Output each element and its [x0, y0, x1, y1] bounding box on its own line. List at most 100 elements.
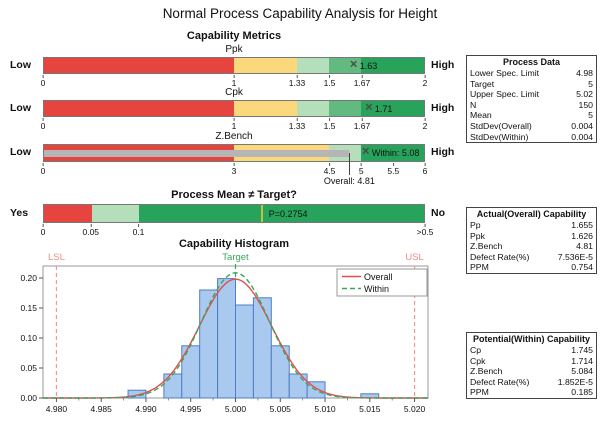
gauge-tick: 1.5 [323, 75, 336, 88]
table-within-capability: Potential(Within) Capability Cp 1.745 Cpk 1.… [466, 332, 597, 399]
gauge-zone-light_green [296, 101, 329, 116]
row-label: Z.Bench [470, 366, 503, 377]
row-label: Cpk [470, 355, 486, 366]
table-row: Target 5 [467, 79, 596, 90]
gauge-tick: 1.67 [353, 75, 371, 88]
gauge-tick: 1.33 [288, 75, 306, 88]
tick-mark [328, 163, 330, 166]
x-marker-label: 1.63 [359, 60, 378, 71]
tick-label: 0.05 [82, 227, 100, 237]
gauge-tick: 0.1 [132, 224, 145, 237]
usl-label: USL [405, 252, 423, 263]
histogram-bar [127, 389, 147, 399]
tick-label: 1.33 [288, 78, 306, 88]
p-value-marker-line [260, 205, 263, 222]
x-marker-label: Within: 5.08 [371, 148, 420, 158]
gauge-tick: 0 [41, 118, 45, 131]
row-value: 150 [578, 99, 594, 110]
gauge-tick-row: 0 3 4.5 5 5.5 6 [40, 163, 428, 177]
gauge-tick: 0 [40, 163, 46, 176]
gauge-high-label: No [431, 206, 445, 219]
tick-label: 6 [422, 166, 428, 176]
table-title: Potential(Within) Capability [473, 334, 590, 344]
tick-mark [296, 75, 298, 78]
table-row: Z.Bench 5.084 [467, 366, 596, 377]
gauge-bar: ✕ 1.63 [43, 57, 425, 74]
x-marker-icon: ✕ [349, 59, 358, 71]
gauge-zone-light_green [296, 58, 329, 73]
tick-label: 1.67 [353, 78, 371, 88]
overall-indicator-bar [44, 149, 349, 157]
tick-label: 1.5 [323, 78, 336, 88]
gauge-low-label: Yes [10, 206, 29, 219]
table-row: StdDev(Overall) 0.004 [467, 121, 596, 132]
x-tick-label: 5.010 [314, 404, 336, 414]
table-row: Mean 5 [467, 110, 596, 121]
table-row: Z.Bench 4.81 [467, 241, 596, 252]
gauge-tick: 4.5 [323, 163, 336, 176]
tick-label: 1.5 [323, 121, 336, 131]
tick-label: 0.1 [132, 227, 145, 237]
gauge-zone-dark_green [361, 101, 424, 116]
row-value: 1.626 [571, 230, 593, 241]
gauge-low-label: Low [10, 101, 31, 114]
row-label: StdDev(Within) [470, 131, 529, 142]
gauge-zone-med_green [329, 58, 362, 73]
gauge-zone-dark_green [361, 58, 424, 73]
row-label: Mean [470, 110, 492, 121]
target-label: Target [222, 252, 249, 263]
row-label: Pp [470, 220, 481, 230]
tick-mark [42, 224, 44, 227]
tick-mark [424, 163, 426, 166]
gauge-high-label: High [431, 58, 455, 71]
histogram-bar [217, 278, 236, 399]
gauge-name-label: Ppk [225, 44, 243, 55]
table-title: Actual(Overall) Capability [476, 209, 587, 219]
x-tick-label: 4.985 [91, 404, 113, 414]
gauge-tick: 2 [422, 75, 428, 88]
capability-histogram: LSL Target USL 0.00 0.05 0.10 0.15 0.20 4.980 4.9… [20, 252, 429, 414]
gauge-zone-red [44, 205, 92, 222]
gauge-zone-yellow [234, 101, 297, 116]
row-label: StdDev(Overall) [470, 120, 532, 131]
gauge-low-label: Low [10, 146, 31, 158]
row-value: 5.084 [571, 366, 593, 377]
gauge-tick: 6 [422, 163, 428, 176]
tick-mark [42, 75, 44, 78]
gauge-name-label: Z.Bench [215, 131, 253, 142]
table-row: Defect Rate(%) 7.536E-5 [467, 252, 596, 263]
row-value: 0.004 [571, 131, 593, 142]
tick-label: 4.5 [323, 166, 336, 176]
gauge-tick: 5 [359, 163, 364, 176]
tick-label: 3 [231, 166, 237, 176]
table-row: Cpk 1.714 [467, 356, 596, 367]
tick-label: 1 [231, 78, 237, 88]
tick-mark [233, 118, 235, 121]
histogram-bar [199, 289, 219, 399]
histogram-bar [288, 373, 308, 399]
row-value: 7.536E-5 [557, 251, 593, 262]
row-value: 1.655 [571, 220, 593, 230]
y-tick-label: 0.05 [20, 363, 37, 373]
tick-label: 0 [40, 166, 46, 176]
row-label: PPM [470, 387, 489, 398]
tick-mark [424, 75, 426, 78]
tick-label: 2 [422, 78, 428, 88]
x-tick-label: 5.015 [359, 404, 381, 414]
x-tick-label: 5.005 [270, 404, 292, 414]
row-value: 0.185 [571, 387, 593, 398]
row-value: 5 [588, 78, 593, 89]
x-marker-label: 1.71 [374, 103, 393, 114]
tick-label: 5.5 [387, 166, 400, 176]
x-tick-label: 4.980 [46, 404, 68, 414]
row-value: 4.98 [576, 68, 593, 78]
table-row: Ppk 1.626 [467, 231, 596, 242]
row-value: 5.02 [576, 89, 593, 100]
gauge-tick: 1.67 [354, 118, 370, 131]
tick-mark [137, 224, 139, 227]
tick-mark [42, 118, 44, 121]
x-tick-label: 5.020 [404, 404, 426, 414]
table-row: Pp 1.655 [467, 220, 596, 231]
legend-box [336, 268, 428, 297]
tick-label: 2 [422, 121, 428, 131]
